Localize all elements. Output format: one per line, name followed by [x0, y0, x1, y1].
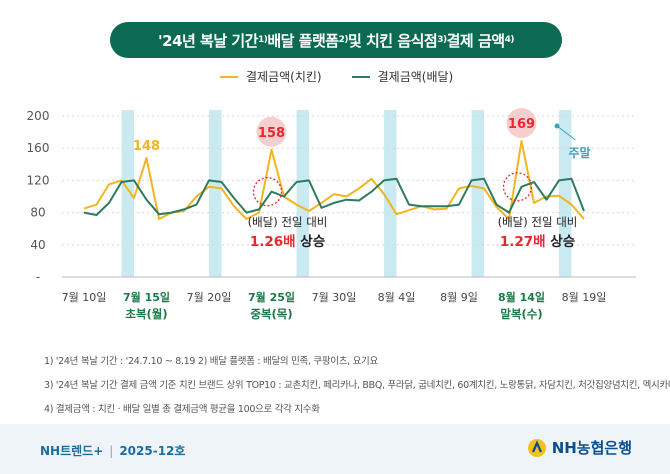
- x-tick-label: 8월 19일: [562, 290, 607, 304]
- y-tick-label: 40: [30, 238, 45, 252]
- legend-item-delivery: 결제금액(배달): [351, 68, 454, 85]
- annotation-1-word: 상승: [296, 234, 326, 250]
- x-tick-label: 7월 30일: [312, 290, 357, 304]
- footer-separator: |: [109, 444, 114, 458]
- footnote-2: 3) '24년 복날 기간 결제 금액 기준 치킨 브랜드 상위 TOP10 :…: [44, 380, 670, 391]
- bok-day-label: 초복(월): [125, 307, 167, 321]
- footer-brand-name: NH트렌드+: [40, 444, 104, 458]
- footer-brand: NH트렌드+ | 2025-12호: [40, 442, 185, 459]
- footnotes: 1) '24년 복날 기간 : '24.7.10 ~ 8.19 2) 배달 플랫…: [44, 350, 670, 422]
- weekend-band: [209, 110, 222, 277]
- peak-bubble: [256, 116, 287, 147]
- legend-label-chicken: 결제금액(치킨): [246, 70, 322, 84]
- y-tick-label: 200: [27, 109, 50, 123]
- weekend-band: [384, 110, 397, 277]
- weekend-callout-dot: [554, 123, 560, 129]
- annotation-1-line2: 1.26배 상승: [250, 234, 325, 250]
- legend-label-delivery: 결제금액(배달): [377, 70, 454, 84]
- series-line-chicken: [83, 140, 585, 220]
- weekend-label: 주말: [568, 146, 590, 160]
- nh-bank-logo: NH농협은행: [527, 437, 632, 458]
- weekend-band: [121, 110, 134, 277]
- footnote-3: 4) 결제금액 : 치킨 · 배달 일별 총 결제금액 평균을 100으로 각각…: [44, 404, 320, 415]
- title-part-2: 배달 플랫폼: [267, 31, 339, 50]
- peak-label-158: 158: [258, 126, 285, 141]
- title-footnote-3: 3): [437, 35, 447, 45]
- x-tick-label: 7월 20일: [187, 290, 232, 304]
- bok-day-label: 중복(목): [250, 307, 292, 321]
- peak-bubble: [506, 107, 537, 138]
- annotation-1-ratio: 1.26배: [250, 234, 296, 250]
- annotation-2-line1: (배달) 전일 대비: [498, 215, 578, 229]
- annotation-2-word: 상승: [546, 234, 576, 250]
- y-tick-label: 160: [27, 141, 50, 155]
- x-tick-label: 7월 15일: [123, 290, 170, 304]
- bok-day-label: 말복(수): [500, 307, 542, 321]
- x-tick-label: 8월 14일: [498, 290, 545, 304]
- title-footnote-2: 2): [338, 35, 349, 45]
- nh-logo-icon: [527, 438, 546, 457]
- annotation-1-line1: (배달) 전일 대비: [248, 215, 328, 229]
- chart-title: '24년 복날 기간 1) 배달 플랫폼 2) 및 치킨 음식점 3) 결제 금액 4): [110, 22, 562, 58]
- x-tick-label: 7월 10일: [62, 290, 107, 304]
- delivery-peak-marker: [252, 177, 283, 207]
- y-tick-label: -: [36, 270, 40, 284]
- footnote-1: 1) '24년 복날 기간 : '24.7.10 ~ 8.19 2) 배달 플랫…: [44, 356, 378, 367]
- y-tick-label: 80: [30, 206, 45, 220]
- annotation-2-ratio: 1.27배: [500, 234, 546, 250]
- title-part-1: '24년 복날 기간: [158, 31, 258, 50]
- weekend-callout-line: [556, 125, 576, 141]
- annotation-2-line2: 1.27배 상승: [500, 234, 575, 250]
- title-part-3: 및 치킨 음식점: [347, 31, 438, 50]
- x-tick-label: 8월 9일: [440, 290, 478, 304]
- peak-label-169: 169: [508, 117, 535, 132]
- peak-label-148: 148: [133, 139, 160, 154]
- weekend-band: [471, 110, 484, 277]
- logo-text: NH농협은행: [551, 439, 632, 457]
- y-tick-label: 120: [27, 173, 50, 187]
- title-part-4: 결제 금액: [446, 31, 505, 50]
- x-tick-label: 7월 25일: [248, 290, 295, 304]
- legend-swatch-chicken: [220, 75, 238, 78]
- legend-swatch-delivery: [351, 75, 370, 78]
- legend-item-chicken: 결제금액(치킨): [220, 68, 322, 85]
- weekend-band: [296, 110, 309, 277]
- series-line-delivery: [83, 177, 585, 216]
- x-tick-label: 8월 4일: [378, 290, 416, 304]
- footer: NH트렌드+ | 2025-12호 NH농협은행: [0, 424, 670, 474]
- title-footnote-1: 1): [257, 35, 268, 45]
- title-footnote-4: 4): [504, 35, 515, 45]
- chart-legend: 결제금액(치킨) 결제금액(배달): [220, 68, 453, 85]
- footer-issue: 2025-12호: [119, 444, 186, 458]
- delivery-peak-marker: [502, 172, 533, 202]
- weekend-band: [559, 110, 572, 277]
